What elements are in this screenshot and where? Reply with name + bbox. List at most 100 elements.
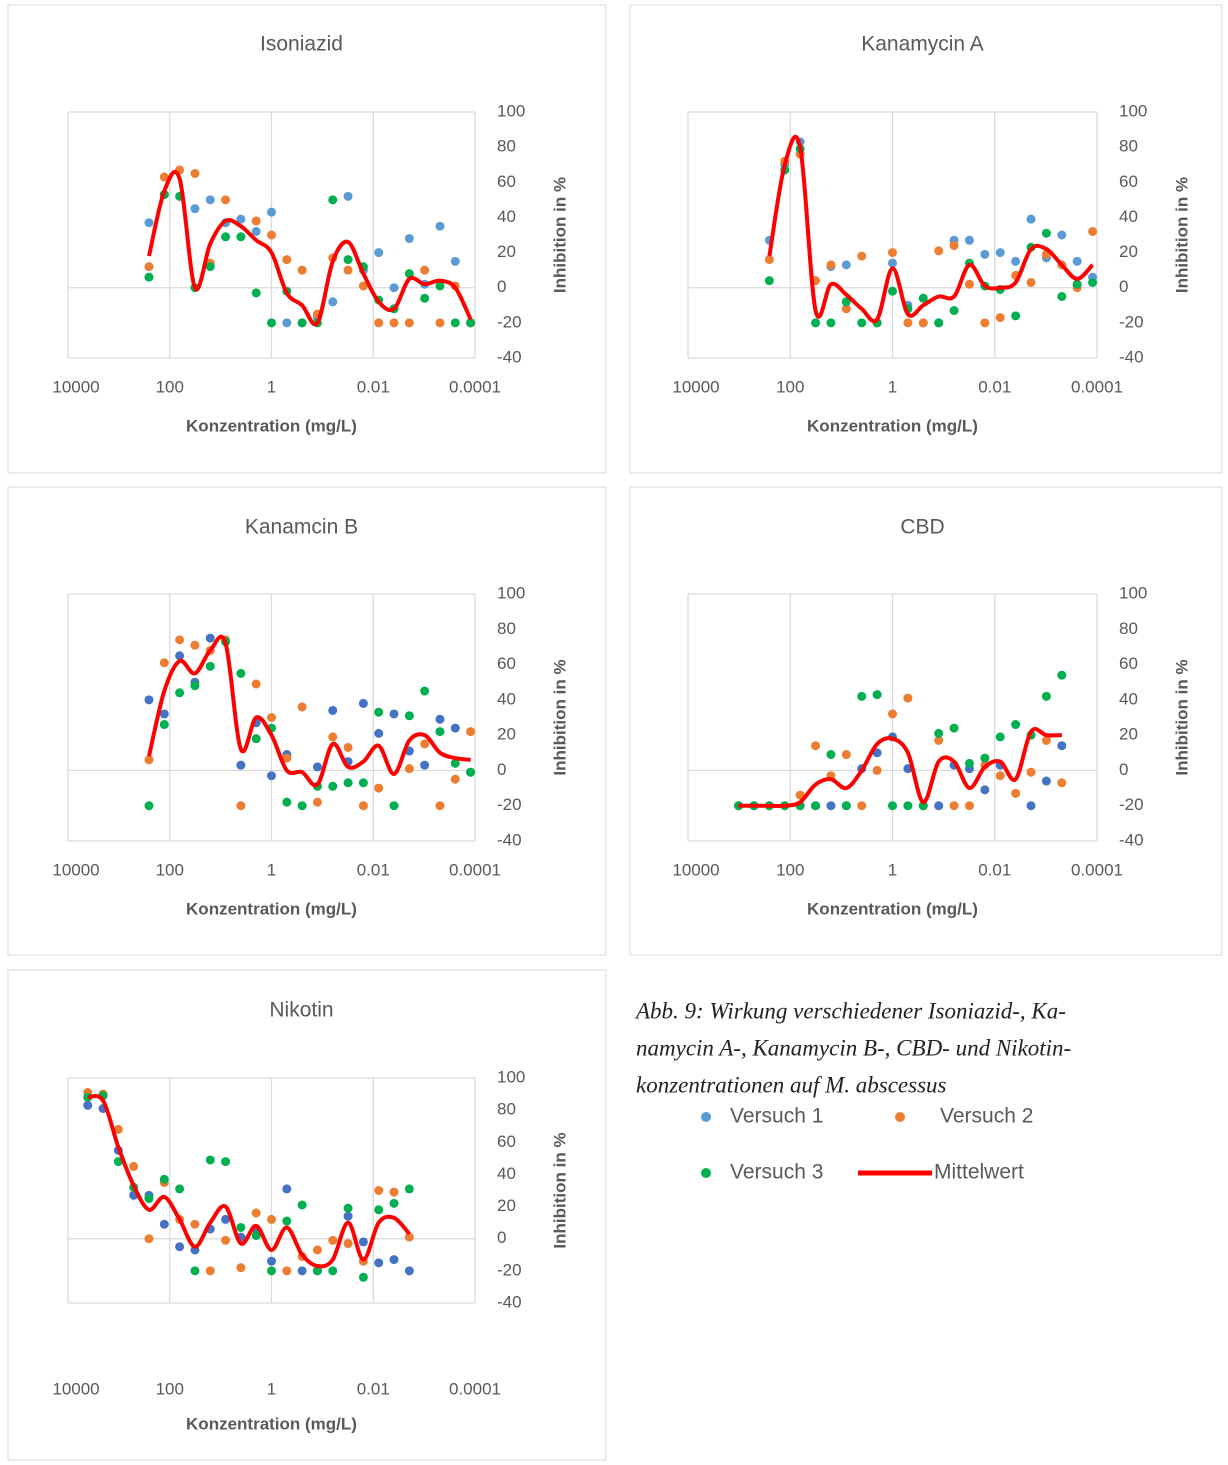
data-point [903,801,913,811]
data-point [404,1232,414,1242]
data-point [205,1155,215,1165]
data-point [389,1187,399,1197]
data-point [435,801,445,811]
x-tick-label: 10000 [52,377,99,396]
data-point [190,681,200,691]
y-tick-label: 60 [497,1132,516,1151]
y-tick-label: 20 [497,1196,516,1215]
y-tick-label: -40 [497,830,522,849]
data-point [113,1124,123,1134]
data-point [190,1219,200,1229]
data-point [466,727,476,737]
data-point [251,734,261,744]
data-point [450,256,460,266]
data-point [934,801,944,811]
data-point [328,732,338,742]
data-point [841,297,851,307]
data-point [841,304,851,314]
legend-label: Versuch 1 [730,1105,823,1128]
data-point [450,758,460,768]
y-tick-label: 80 [497,137,516,156]
data-point [251,288,261,298]
data-point [934,735,944,745]
y-tick-label: -40 [1119,830,1144,849]
legend-label: Versuch 2 [940,1105,1033,1128]
x-tick-label: 0.01 [357,1379,390,1398]
data-point [1057,778,1067,788]
y-axis-title: Inhibition in % [550,659,569,775]
data-point [404,1266,414,1276]
y-tick-label: 80 [1119,137,1138,156]
y-tick-label: 100 [1119,583,1147,602]
y-tick-label: 60 [1119,172,1138,191]
data-point [205,661,215,671]
x-tick-label: 100 [156,860,184,879]
data-point [964,279,974,289]
x-tick-label: 10000 [672,377,719,396]
data-point [949,306,959,316]
data-point [995,771,1005,781]
y-tick-label: 60 [497,172,516,191]
data-point [236,801,246,811]
y-axis-title: Inhibition in % [1172,177,1191,293]
data-point [159,709,169,719]
data-point [1057,741,1067,751]
data-point [1011,311,1021,321]
x-tick-label: 0.0001 [449,860,501,879]
x-tick-label: 0.0001 [1071,377,1123,396]
data-point [297,265,307,275]
data-point [205,633,215,643]
x-tick-label: 0.01 [357,377,390,396]
data-point [374,318,384,328]
y-axis-title: Inhibition in % [1172,659,1191,775]
data-point [1041,691,1051,701]
x-axis-title: Konzentration (mg/L) [186,1414,357,1433]
data-point [995,732,1005,742]
data-point [389,1198,399,1208]
data-point [420,739,430,749]
y-tick-label: -40 [497,347,522,366]
data-point [297,318,307,328]
y-tick-label: -40 [497,1292,522,1311]
caption-line: Abb. 9: Wirkung verschiedener Isoniazid-… [634,998,1066,1023]
y-tick-label: 80 [497,1100,516,1119]
data-point [964,758,974,768]
data-point [175,688,185,698]
data-point [841,750,851,760]
y-tick-label: -40 [1119,347,1144,366]
x-tick-label: 10000 [672,860,719,879]
y-tick-label: 100 [1119,101,1147,120]
y-tick-label: 20 [1119,725,1138,744]
data-point [267,771,276,781]
data-point [980,753,990,763]
data-point [995,313,1005,323]
data-point [934,728,944,738]
data-point [435,714,445,724]
chart-title: Kanamycin A [861,33,984,56]
mean-line [147,634,471,788]
data-point [251,226,261,236]
x-tick-label: 10000 [52,860,99,879]
data-point [343,191,353,201]
data-point [1026,214,1036,224]
data-point [343,255,353,265]
data-point [282,318,292,328]
data-point [328,297,338,307]
data-point [205,1266,215,1276]
data-point [83,1100,93,1110]
data-point [267,1214,276,1224]
data-point [144,801,154,811]
caption-line: konzentrationen auf M. abscessus [636,1072,947,1097]
data-point [389,1255,399,1265]
data-point [144,1234,154,1244]
x-tick-label: 100 [156,1379,184,1398]
y-tick-label: 60 [1119,654,1138,673]
data-point [888,248,897,258]
data-point [159,1219,169,1229]
data-point [450,774,460,784]
x-tick-label: 10000 [52,1379,99,1398]
data-point [343,1239,353,1249]
x-tick-label: 1 [888,377,897,396]
data-point [404,1184,414,1194]
